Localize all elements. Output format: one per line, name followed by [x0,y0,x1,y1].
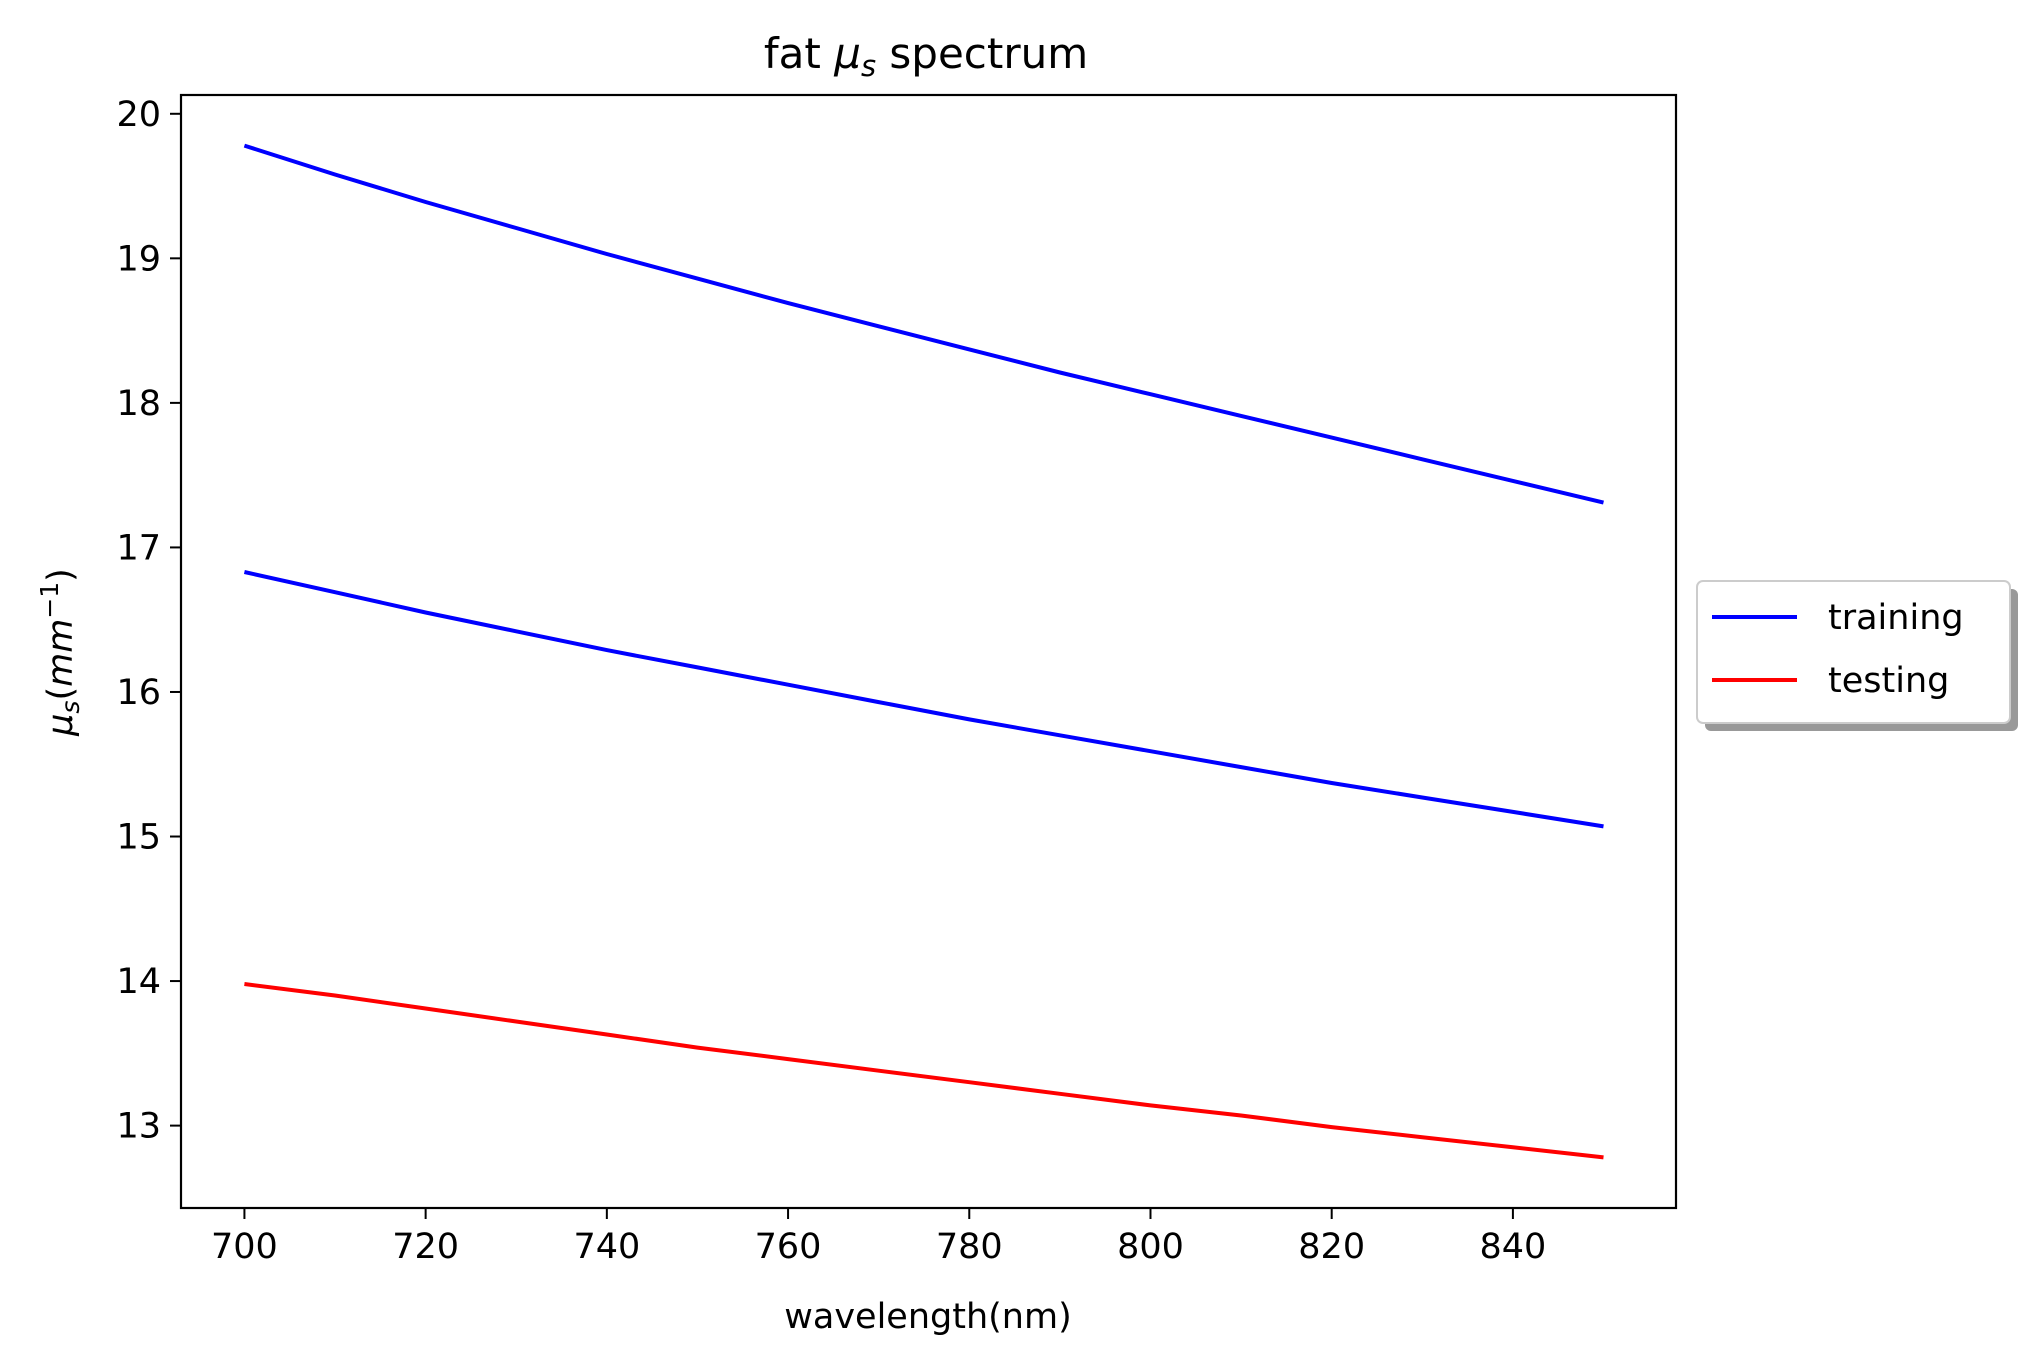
y-tick-label: 16 [116,673,161,713]
chart-title: fat μs spectrum [764,29,1088,83]
x-tick-label: 760 [755,1227,822,1267]
x-axis-label: wavelength(nm) [784,1297,1071,1337]
x-tick-label: 740 [573,1227,640,1267]
y-axis: 13 14 15 16 17 18 19 20 [116,95,181,1147]
y-tick-label: 15 [116,818,161,858]
y-axis-label: μs(mm−1) [35,568,85,737]
x-tick-label: 720 [392,1227,459,1267]
y-tick-label: 19 [116,239,161,279]
y-tick-label: 14 [116,962,161,1002]
x-axis: 700 720 740 760 780 800 820 840 [211,1208,1546,1267]
series-line-training-2 [243,570,1604,829]
series-line-training-1 [243,143,1604,505]
x-tick-label: 800 [1117,1227,1184,1267]
y-tick-label: 20 [116,95,161,135]
y-tick-label: 18 [116,384,161,424]
y-tick-label: 13 [116,1107,161,1147]
x-tick-label: 840 [1480,1227,1547,1267]
x-tick-label: 700 [211,1227,278,1267]
y-tick-label: 17 [116,528,161,568]
legend-label-training: training [1828,598,1964,638]
series-line-testing-3 [244,982,1604,1160]
plot-frame [179,93,1678,1210]
legend-label-testing: testing [1828,661,1949,701]
legend: training testing [1696,580,2018,731]
x-tick-label: 820 [1298,1227,1365,1267]
series-layer [243,143,1604,1160]
x-tick-label: 780 [936,1227,1003,1267]
